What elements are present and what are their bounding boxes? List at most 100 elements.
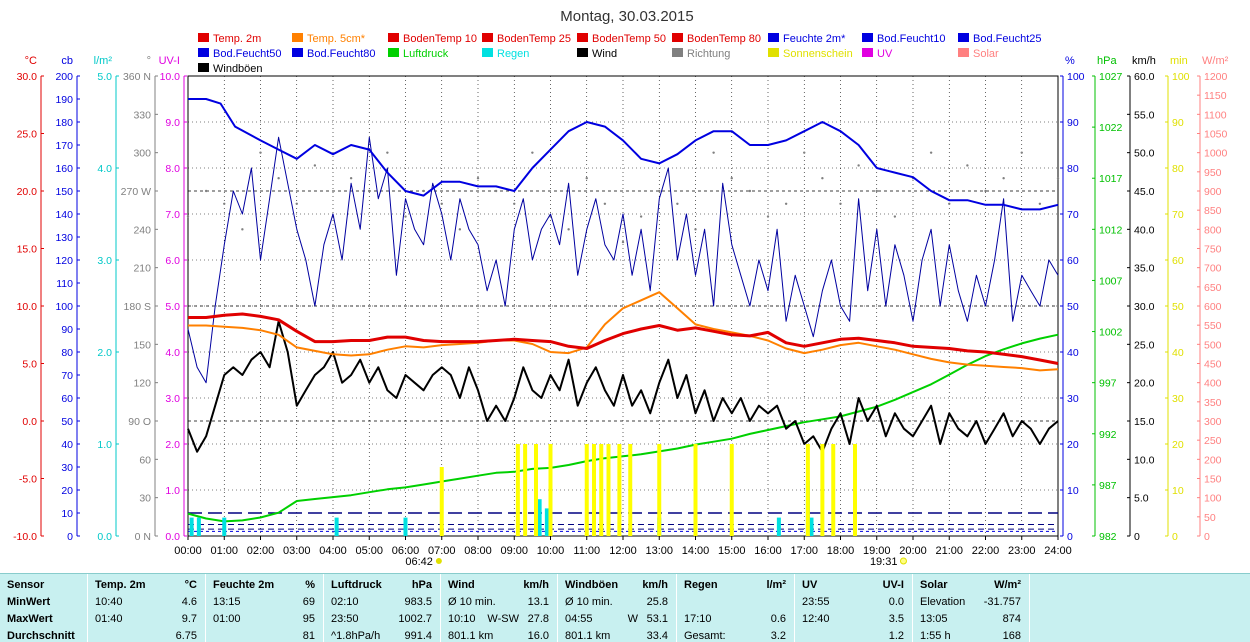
stats-direction: W-SW — [487, 613, 519, 625]
sunshine-bar — [523, 444, 528, 536]
x-tick-label: 07:00 — [428, 545, 456, 557]
legend-label: Windböen — [213, 63, 263, 75]
chart-title: Montag, 30.03.2015 — [560, 8, 693, 25]
y-tick-label: 0.0 — [97, 531, 112, 543]
y-tick-label: 9.0 — [165, 117, 180, 129]
legend-swatch — [577, 48, 588, 57]
stats-value: 991.4 — [404, 630, 432, 642]
y-tick-label: 10 — [1067, 485, 1079, 497]
sunshine-bar — [606, 444, 611, 536]
y-tick-label: 4.0 — [97, 163, 112, 175]
y-tick-label: 982 — [1099, 531, 1117, 543]
y-tick-label: 55.0 — [1134, 109, 1155, 121]
y-tick-label: 1017 — [1099, 173, 1123, 185]
y-tick-label: 30 — [139, 493, 151, 505]
direction-point — [1056, 177, 1060, 180]
y-tick-label: 140 — [55, 209, 73, 221]
legend: Temp. 2m Temp. 5cm* BodenTemp 10 BodenTemp … — [198, 33, 1042, 75]
direction-point — [984, 189, 987, 193]
sunshine-bar — [439, 467, 444, 536]
y-tick-label: 100 — [1067, 71, 1085, 83]
y-tick-label: 50 — [1067, 301, 1079, 313]
x-tick-label: 12:00 — [609, 545, 637, 557]
stats-value: -31.757 — [983, 596, 1021, 608]
rain-bar — [334, 517, 339, 536]
legend-swatch — [672, 33, 683, 42]
series-line-luftdruck — [187, 333, 1059, 523]
y-tick-label: -10.0 — [13, 531, 37, 543]
direction-point — [748, 189, 752, 193]
y-tick-label: 25.0 — [1134, 339, 1155, 351]
direction-point — [531, 151, 534, 154]
y-axis-unit: % — [1065, 55, 1075, 67]
stats-time: Gesamt: — [684, 630, 726, 642]
y-tick-label: 0 — [1172, 531, 1178, 543]
y-tick-label: 90 — [61, 324, 73, 336]
y-tick-label: 70 — [61, 370, 73, 382]
y-tick-label: 90 — [1067, 117, 1079, 129]
legend-swatch — [198, 48, 209, 57]
stats-value: 6.75 — [175, 630, 197, 642]
stats-time: 801.1 km — [565, 630, 611, 642]
y-tick-label: 150 — [133, 339, 151, 351]
stats-header: Sensor — [7, 579, 45, 591]
rain-bar — [222, 517, 227, 536]
legend-label: BodenTemp 50 — [592, 33, 666, 45]
y-tick-label: 30 — [1067, 393, 1079, 405]
y-tick-label: 100 — [55, 301, 73, 313]
sunshine-bar — [853, 444, 857, 536]
stats-value: 95 — [302, 613, 315, 625]
x-tick-label: 22:00 — [972, 545, 1000, 557]
rain-bar — [776, 517, 781, 536]
y-tick-label: -5.0 — [19, 474, 37, 486]
y-tick-label: 1027 — [1099, 71, 1123, 83]
legend-swatch — [292, 48, 303, 57]
y-tick-label: 110 — [56, 278, 73, 290]
legend-swatch — [862, 48, 873, 57]
stats-time: Ø 10 min. — [565, 596, 613, 608]
y-tick-label: 1.0 — [97, 439, 112, 451]
y-tick-label: 550 — [1204, 320, 1222, 332]
x-tick-label: 10:00 — [537, 545, 565, 557]
stats-row-label: MinWert — [7, 596, 51, 608]
stats-time: 12:40 — [802, 613, 830, 625]
direction-point — [349, 177, 353, 180]
x-tick-label: 09:00 — [500, 545, 528, 557]
y-tick-label: 80 — [61, 347, 73, 359]
legend-swatch — [198, 33, 209, 42]
stats-time: 1:55 h — [920, 630, 951, 642]
direction-point — [259, 151, 262, 154]
x-tick-label: 16:00 — [754, 545, 782, 557]
y-tick-label: 1007 — [1099, 275, 1123, 287]
y-tick-label: 270 W — [121, 186, 151, 198]
plot-series — [186, 98, 1060, 536]
y-tick-label: 950 — [1204, 167, 1222, 179]
series-line-wind — [187, 320, 1059, 453]
x-tick-label: 08:00 — [464, 545, 492, 557]
stats-header-unit: % — [305, 579, 315, 591]
direction-point — [186, 215, 190, 218]
rain-bar — [537, 499, 542, 536]
legend-label: Regen — [497, 48, 529, 60]
direction-point — [404, 215, 407, 218]
legend-swatch — [292, 33, 303, 42]
legend-label: UV — [877, 48, 893, 60]
series-line-windb-en — [187, 136, 1059, 384]
legend-label: Solar — [973, 48, 999, 60]
direction-point — [368, 189, 371, 193]
stats-value: 983.5 — [404, 596, 432, 608]
y-tick-label: 0.0 — [22, 416, 37, 428]
y-tick-label: 10 — [1172, 485, 1184, 497]
stats-column: Solar W/m² Elevation -31.757 13:05 874 1:55 h 1… — [913, 574, 1030, 642]
stats-time: 801.1 km — [448, 630, 494, 642]
y-tick-label: 0.0 — [165, 531, 180, 543]
legend-swatch — [198, 63, 209, 72]
stats-header: Regen — [684, 579, 718, 591]
sunshine-bar — [729, 444, 734, 536]
legend-swatch — [768, 33, 779, 42]
y-tick-label: 3.0 — [165, 393, 180, 405]
y-tick-label: 5.0 — [22, 359, 37, 371]
y-tick-label: 45.0 — [1134, 186, 1155, 198]
direction-point — [694, 228, 697, 231]
legend-label: BodenTemp 10 — [403, 33, 477, 45]
